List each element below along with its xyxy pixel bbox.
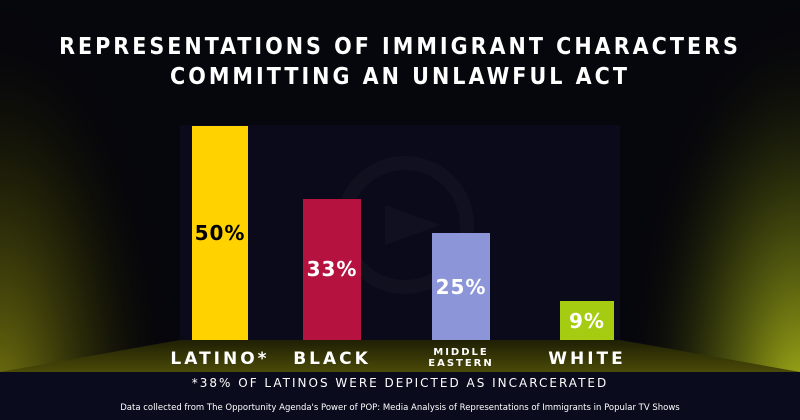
bar-white: 9% xyxy=(560,301,614,340)
value-label-white: 9% xyxy=(569,308,605,333)
category-label-black: BLACK xyxy=(293,349,371,369)
category-label-latino: LATINO* xyxy=(170,349,270,369)
bar-latino: 50% xyxy=(192,126,248,340)
floor xyxy=(0,340,800,372)
category-label-line: MIDDLE xyxy=(433,347,489,358)
bar-middle-eastern: 25% xyxy=(432,233,490,340)
value-label-black: 33% xyxy=(306,257,358,282)
chart-title-line-2: COMMITTING AN UNLAWFUL ACT xyxy=(170,64,630,90)
back-wall xyxy=(180,125,620,340)
value-label-latino: 50% xyxy=(194,221,246,245)
footer-band xyxy=(0,372,800,420)
bar-black: 33% xyxy=(303,198,361,340)
value-label-middle-eastern: 25% xyxy=(435,274,487,299)
category-label-white: WHITE xyxy=(548,349,626,369)
footnote: *38% OF LATINOS WERE DEPICTED AS INCARCE… xyxy=(191,376,609,390)
source-note: Data collected from The Opportunity Agen… xyxy=(120,403,680,413)
category-label-middle-eastern: MIDDLE EASTERN xyxy=(391,347,531,369)
right-wall xyxy=(620,0,800,420)
left-wall xyxy=(0,0,180,420)
category-label-line: EASTERN xyxy=(428,358,494,369)
chart-title-line-1: REPRESENTATIONS OF IMMIGRANT CHARACTERS xyxy=(59,34,741,60)
